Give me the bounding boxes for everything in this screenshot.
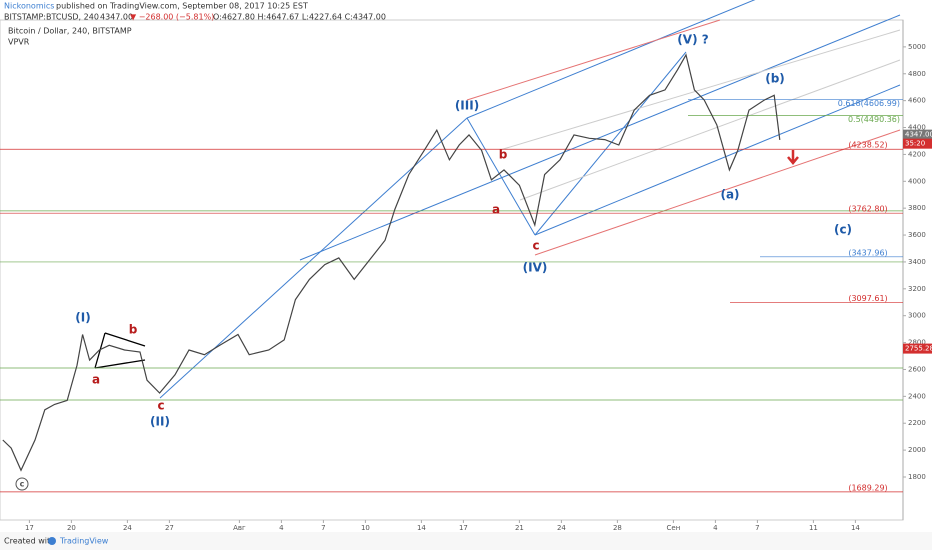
wave-label: b xyxy=(129,323,138,337)
y-tick-label: 1800 xyxy=(908,473,926,481)
y-tick-label: 2000 xyxy=(908,446,926,454)
price-line xyxy=(2,53,781,472)
wave-label: c xyxy=(532,239,539,253)
x-tick-label: 24 xyxy=(557,524,566,532)
level-label: (1689.29) xyxy=(848,483,887,492)
wave-label: b xyxy=(499,148,508,162)
x-tick-label: 4 xyxy=(713,524,718,532)
x-tick-label: 21 xyxy=(515,524,524,532)
wave-label: c xyxy=(20,480,25,489)
y-tick-label: 3800 xyxy=(908,204,926,212)
fib-label: 0.618(4606.99) xyxy=(838,99,900,108)
price-tag xyxy=(903,343,932,354)
price-tag xyxy=(903,138,932,149)
wave-label: a xyxy=(92,373,100,387)
drawings xyxy=(15,0,901,491)
x-tick-label: 10 xyxy=(361,524,370,532)
x-tick-label: 17 xyxy=(25,524,34,532)
x-tick-label: Авг xyxy=(233,524,246,532)
ohlc: O:4627.80 H:4647.67 L:4227.64 C:4347.00 xyxy=(213,13,386,22)
x-tick-label: 20 xyxy=(67,524,76,532)
x-tick-label: 24 xyxy=(123,524,132,532)
x-tick-label: 7 xyxy=(321,524,325,532)
wave-label: (I) xyxy=(75,311,90,325)
x-tick-label: 4 xyxy=(279,524,284,532)
legend-name: Bitcoin / Dollar, 240, BITSTAMP xyxy=(8,27,132,36)
y-tick-label: 2600 xyxy=(908,365,926,373)
y-tick-label: 3200 xyxy=(908,285,926,293)
y-tick-label: 2200 xyxy=(908,419,926,427)
y-tick-label: 2400 xyxy=(908,392,926,400)
y-tick-label: 3600 xyxy=(908,231,926,239)
y-tick-label: 4600 xyxy=(908,97,926,105)
x-tick-label: 27 xyxy=(165,524,174,532)
y-tick-label: 4000 xyxy=(908,177,926,185)
price-tag-label: 35:20 xyxy=(905,140,925,148)
x-tick-label: Сен xyxy=(667,524,681,532)
plot-area xyxy=(0,19,904,521)
brand-icon xyxy=(48,537,56,545)
legend-indicator: VPVR xyxy=(8,38,30,47)
x-tick-label: 14 xyxy=(417,524,426,532)
price-tag-label: 4347.00 xyxy=(905,131,932,139)
last-price: 4347.00 xyxy=(100,13,133,22)
footer-created: Created with xyxy=(4,537,55,546)
wave-label: (II) xyxy=(150,415,170,429)
level-label: (3437.96) xyxy=(848,248,887,257)
footer-brand[interactable]: TradingView xyxy=(59,537,109,546)
fib-label: 0.5(4490.36) xyxy=(848,115,900,124)
price-tag-label: 2755.28 xyxy=(905,345,932,353)
wave-label: (b) xyxy=(765,72,785,86)
x-tick-label: 11 xyxy=(809,524,818,532)
author[interactable]: Nickonomics xyxy=(4,2,54,11)
y-tick-label: 5000 xyxy=(908,43,926,51)
published: published on TradingView.com, September … xyxy=(56,2,308,11)
level-label: (4238.52) xyxy=(848,141,887,150)
price-tag xyxy=(903,129,932,140)
wave-label: a xyxy=(492,203,500,217)
x-tick-label: 14 xyxy=(851,524,860,532)
x-tick-label: 17 xyxy=(459,524,468,532)
y-tick-label: 4400 xyxy=(908,124,926,132)
y-tick-label: 3400 xyxy=(908,258,926,266)
x-tick-label: 7 xyxy=(755,524,759,532)
symbol: BITSTAMP:BTCUSD, 240 xyxy=(4,13,99,22)
wave-label: (IV) xyxy=(523,261,548,275)
x-tick-label: 28 xyxy=(613,524,622,532)
change: ▼ −268.00 (−5.81%) xyxy=(130,13,214,22)
wave-label: c xyxy=(157,399,164,413)
wave-label: (a) xyxy=(720,188,739,202)
y-tick-label: 4200 xyxy=(908,150,926,158)
footer-bar xyxy=(0,532,932,550)
y-tick-label: 3000 xyxy=(908,312,926,320)
y-tick-label: 4800 xyxy=(908,70,926,78)
y-tick-label: 2800 xyxy=(908,339,926,347)
level-label: (3097.61) xyxy=(848,294,887,303)
wave-label: (V) ? xyxy=(677,33,708,47)
wave-label: (c) xyxy=(834,223,852,237)
level-label: (3762.80) xyxy=(848,205,887,214)
wave-label: (III) xyxy=(455,99,479,113)
